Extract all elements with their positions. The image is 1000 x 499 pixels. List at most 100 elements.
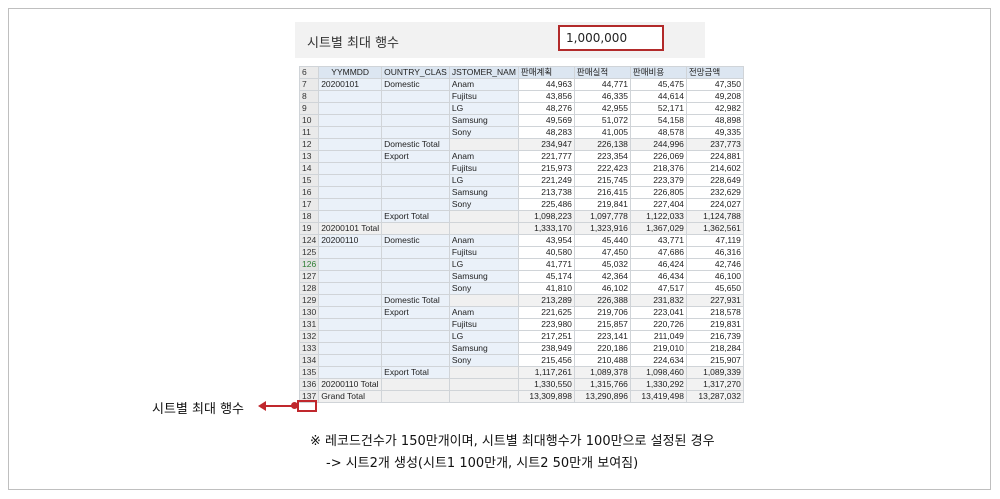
cell-customer-name[interactable]: Samsung [448, 270, 519, 283]
cell-customer-name[interactable]: Fujitsu [448, 162, 519, 175]
cell-forecast[interactable]: 1,362,561 [685, 222, 744, 235]
row-number[interactable]: 135 [298, 366, 320, 379]
cell-sales-cost[interactable]: 1,367,029 [629, 222, 687, 235]
cell-sales-plan[interactable]: 215,456 [517, 354, 575, 367]
cell-sales-cost[interactable]: 226,069 [629, 150, 687, 163]
cell-sales-cost[interactable]: 1,122,033 [629, 210, 687, 223]
cell-sales-cost[interactable]: 47,686 [629, 246, 687, 259]
cell-customer-name[interactable] [448, 390, 519, 403]
cell-customer-name[interactable]: Sony [448, 198, 519, 211]
cell-forecast[interactable]: 46,316 [685, 246, 744, 259]
row-number[interactable]: 132 [298, 330, 320, 343]
cell-sales-cost[interactable]: 220,726 [629, 318, 687, 331]
row-number[interactable]: 8 [298, 90, 320, 103]
cell-sales-plan[interactable]: 225,486 [517, 198, 575, 211]
cell-sales-plan[interactable]: 221,249 [517, 174, 575, 187]
cell-sales-plan[interactable]: 49,569 [517, 114, 575, 127]
cell-forecast[interactable]: 46,100 [685, 270, 744, 283]
cell-country-class[interactable] [381, 354, 450, 367]
cell-sales-cost[interactable]: 227,404 [629, 198, 687, 211]
cell-yymmdd[interactable]: 20200101 [318, 78, 383, 91]
cell-customer-name[interactable] [448, 210, 519, 223]
row-number[interactable]: 9 [298, 102, 320, 115]
cell-country-class[interactable]: Export [381, 306, 450, 319]
cell-sales-actual[interactable]: 1,323,916 [573, 222, 631, 235]
cell-forecast[interactable]: 47,119 [685, 234, 744, 247]
cell-sales-plan[interactable]: 40,580 [517, 246, 575, 259]
cell-sales-cost[interactable]: 46,434 [629, 270, 687, 283]
cell-sales-plan[interactable]: 215,973 [517, 162, 575, 175]
cell-sales-plan[interactable]: 43,856 [517, 90, 575, 103]
cell-customer-name[interactable]: Anam [448, 306, 519, 319]
cell-sales-cost[interactable]: 226,805 [629, 186, 687, 199]
cell-yymmdd[interactable] [318, 246, 383, 259]
cell-customer-name[interactable]: Samsung [448, 114, 519, 127]
column-header-customer-name[interactable]: JSTOMER_NAM [448, 66, 519, 79]
cell-sales-plan[interactable]: 221,777 [517, 150, 575, 163]
cell-country-class[interactable] [381, 282, 450, 295]
max-rows-input[interactable]: 1,000,000 [558, 25, 664, 51]
cell-forecast[interactable]: 49,335 [685, 126, 744, 139]
cell-yymmdd[interactable] [318, 294, 383, 307]
cell-sales-plan[interactable]: 213,738 [517, 186, 575, 199]
row-number[interactable]: 6 [298, 66, 320, 79]
cell-customer-name[interactable] [448, 366, 519, 379]
cell-sales-plan[interactable]: 217,251 [517, 330, 575, 343]
cell-country-class[interactable]: Domestic [381, 234, 450, 247]
cell-forecast[interactable]: 13,287,032 [685, 390, 744, 403]
cell-sales-plan[interactable]: 234,947 [517, 138, 575, 151]
cell-forecast[interactable]: 218,284 [685, 342, 744, 355]
cell-sales-plan[interactable]: 48,276 [517, 102, 575, 115]
cell-sales-actual[interactable]: 219,706 [573, 306, 631, 319]
cell-yymmdd[interactable]: 20200110 Total [318, 378, 383, 391]
cell-yymmdd[interactable] [318, 102, 383, 115]
row-number[interactable]: 19 [298, 222, 320, 235]
cell-sales-cost[interactable]: 244,996 [629, 138, 687, 151]
cell-yymmdd[interactable] [318, 330, 383, 343]
cell-sales-actual[interactable]: 226,138 [573, 138, 631, 151]
cell-forecast[interactable]: 224,881 [685, 150, 744, 163]
column-header-sales-cost[interactable]: 판매비용 [629, 66, 687, 79]
cell-customer-name[interactable]: Sony [448, 354, 519, 367]
cell-sales-plan[interactable]: 1,098,223 [517, 210, 575, 223]
cell-yymmdd[interactable] [318, 366, 383, 379]
cell-yymmdd[interactable] [318, 354, 383, 367]
row-number[interactable]: 127 [298, 270, 320, 283]
row-number[interactable]: 125 [298, 246, 320, 259]
row-number[interactable]: 136 [298, 378, 320, 391]
cell-forecast[interactable]: 49,208 [685, 90, 744, 103]
row-number[interactable]: 17 [298, 198, 320, 211]
cell-sales-actual[interactable]: 45,032 [573, 258, 631, 271]
cell-sales-actual[interactable]: 216,415 [573, 186, 631, 199]
cell-country-class[interactable]: Domestic Total [381, 138, 450, 151]
cell-forecast[interactable]: 45,650 [685, 282, 744, 295]
cell-sales-plan[interactable]: 1,117,261 [517, 366, 575, 379]
row-number[interactable]: 18 [298, 210, 320, 223]
cell-country-class[interactable] [381, 222, 450, 235]
cell-country-class[interactable] [381, 90, 450, 103]
cell-country-class[interactable] [381, 270, 450, 283]
cell-country-class[interactable] [381, 246, 450, 259]
cell-forecast[interactable]: 214,602 [685, 162, 744, 175]
cell-customer-name[interactable]: Samsung [448, 342, 519, 355]
cell-sales-actual[interactable]: 1,097,778 [573, 210, 631, 223]
cell-forecast[interactable]: 216,739 [685, 330, 744, 343]
row-number[interactable]: 10 [298, 114, 320, 127]
cell-sales-actual[interactable]: 223,141 [573, 330, 631, 343]
cell-sales-plan[interactable]: 213,289 [517, 294, 575, 307]
cell-country-class[interactable]: Domestic [381, 78, 450, 91]
cell-sales-actual[interactable]: 46,102 [573, 282, 631, 295]
cell-yymmdd[interactable] [318, 210, 383, 223]
cell-customer-name[interactable]: LG [448, 258, 519, 271]
cell-sales-actual[interactable]: 46,335 [573, 90, 631, 103]
cell-country-class[interactable]: Export [381, 150, 450, 163]
cell-country-class[interactable] [381, 318, 450, 331]
cell-sales-plan[interactable]: 44,963 [517, 78, 575, 91]
cell-sales-cost[interactable]: 231,832 [629, 294, 687, 307]
cell-sales-plan[interactable]: 48,283 [517, 126, 575, 139]
row-number[interactable]: 126 [298, 258, 320, 271]
row-number[interactable]: 134 [298, 354, 320, 367]
cell-yymmdd[interactable] [318, 318, 383, 331]
cell-sales-cost[interactable]: 43,771 [629, 234, 687, 247]
cell-forecast[interactable]: 215,907 [685, 354, 744, 367]
